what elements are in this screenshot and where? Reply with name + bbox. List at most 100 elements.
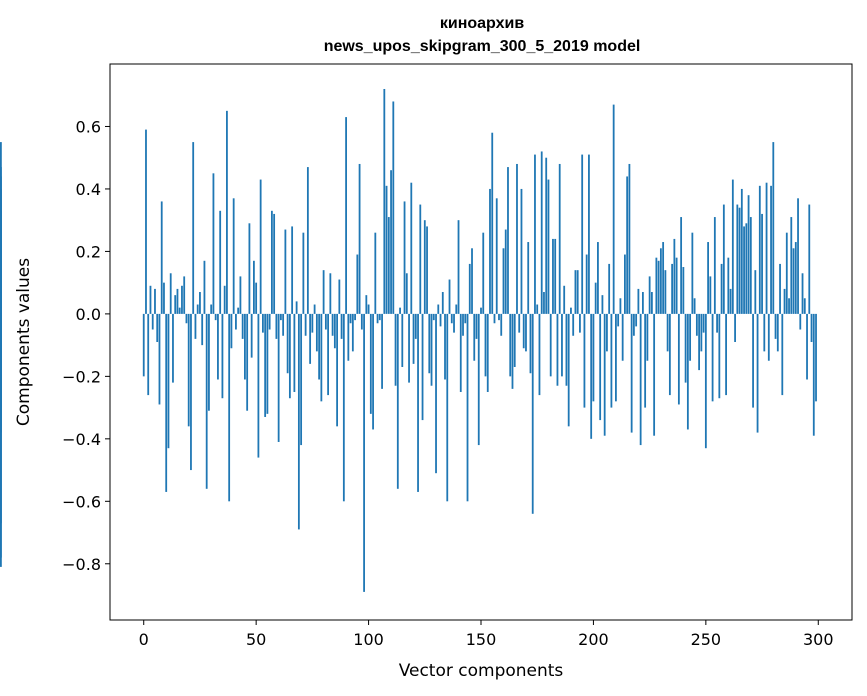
bar (147, 313, 150, 396)
bar (210, 304, 213, 314)
bar (239, 276, 242, 314)
bar (262, 313, 264, 333)
bar (570, 307, 572, 314)
bar (279, 313, 282, 321)
bar (302, 232, 305, 314)
bar (626, 176, 629, 314)
bar (489, 188, 491, 314)
bar (378, 313, 381, 321)
bar (257, 313, 260, 458)
bar (792, 248, 795, 314)
bar (554, 238, 557, 314)
bar (264, 313, 267, 417)
bar (435, 313, 437, 474)
bar (525, 313, 527, 352)
bar (513, 313, 516, 367)
bar (203, 260, 206, 314)
bar (781, 313, 784, 396)
bar (250, 313, 253, 358)
bar (601, 295, 604, 314)
bar (165, 313, 168, 492)
bar (675, 257, 678, 314)
bar (333, 313, 336, 349)
bar (297, 313, 300, 530)
bar (563, 285, 566, 314)
bar (241, 313, 244, 339)
bar (500, 313, 503, 336)
bar (219, 210, 222, 314)
bar (295, 301, 298, 314)
bar (536, 304, 539, 314)
x-tick-label: 50 (246, 630, 266, 649)
bar (707, 242, 709, 314)
bar (641, 292, 644, 314)
bar (574, 270, 577, 314)
bar (444, 313, 446, 380)
bar (783, 288, 786, 314)
bar (158, 313, 161, 405)
bar (812, 313, 815, 436)
bar (223, 285, 226, 314)
bar (399, 307, 401, 314)
bar (779, 263, 781, 314)
bar (387, 217, 390, 314)
bar (322, 270, 325, 314)
bar (255, 282, 258, 314)
bar (423, 220, 426, 314)
y-tick-label: −0.4 (62, 430, 101, 449)
bar (729, 288, 732, 314)
bar (383, 88, 386, 314)
bar (666, 313, 669, 352)
bar (448, 279, 451, 314)
bars-group (0, 88, 817, 592)
bar (767, 313, 770, 361)
bar (385, 185, 388, 314)
bar (349, 313, 352, 324)
bar (199, 292, 201, 314)
bar (520, 188, 523, 314)
bar (419, 204, 422, 314)
bar (183, 276, 186, 314)
bar (653, 313, 656, 436)
bar (410, 182, 413, 314)
bar (556, 313, 559, 386)
bar (527, 242, 530, 314)
bar (232, 198, 235, 314)
bar (311, 313, 314, 333)
bar (572, 313, 575, 336)
bar (700, 313, 703, 352)
bar (268, 313, 271, 330)
bar (691, 232, 694, 314)
bar (259, 179, 262, 314)
bar (617, 313, 620, 327)
bar (790, 217, 793, 314)
bar (725, 313, 727, 396)
bar (412, 313, 415, 364)
bar (633, 313, 635, 336)
y-tick-label: 0.4 (76, 180, 101, 199)
bar (493, 313, 496, 324)
bar (266, 313, 269, 414)
bar (205, 313, 208, 489)
bar (466, 313, 469, 502)
bar (648, 276, 651, 314)
bar (417, 313, 419, 492)
bar (288, 313, 291, 399)
bar (178, 307, 181, 314)
bar (354, 313, 356, 321)
bar (253, 260, 255, 314)
bar (392, 101, 395, 314)
bar (313, 304, 316, 314)
bar (590, 313, 593, 439)
bar (507, 167, 509, 314)
bar (468, 263, 471, 314)
bar (702, 313, 705, 333)
bar (149, 285, 152, 314)
bar (477, 313, 480, 446)
bar (740, 188, 743, 314)
bar (659, 248, 662, 314)
bar (309, 313, 312, 364)
bar (453, 313, 455, 333)
bar (459, 313, 462, 392)
bar (772, 142, 775, 314)
